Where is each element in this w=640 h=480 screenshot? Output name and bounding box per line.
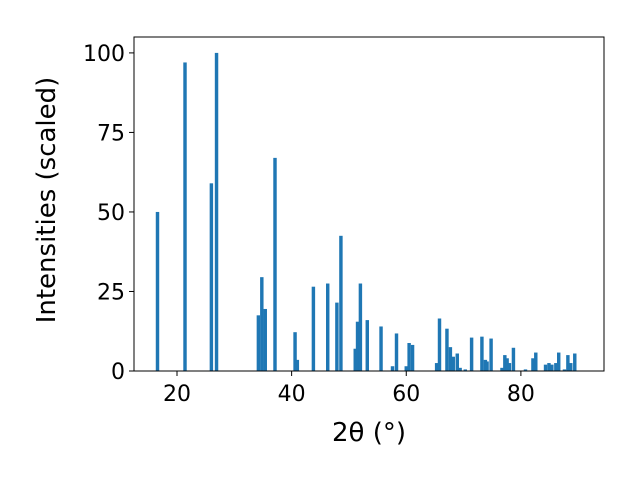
bar [355, 321, 360, 371]
x-ticks: 20 40 60 80 [163, 371, 535, 407]
bar [505, 358, 509, 371]
y-tick-label: 100 [83, 42, 125, 67]
bar [339, 235, 343, 371]
bar [531, 358, 535, 371]
bars-group [155, 52, 577, 372]
bar [547, 363, 551, 371]
x-axis-label: 2θ (°) [332, 418, 406, 448]
bar [311, 286, 316, 371]
plot-frame [133, 36, 605, 372]
bar [256, 315, 261, 371]
bar [295, 359, 300, 371]
y-tick-label: 0 [111, 360, 125, 385]
bar [404, 366, 408, 371]
bar [379, 326, 383, 371]
bar [410, 344, 415, 371]
bar [183, 62, 187, 371]
bar [469, 337, 474, 371]
bar [485, 361, 489, 371]
bar [260, 277, 264, 371]
bar [445, 328, 449, 371]
bar [507, 363, 512, 371]
bar [458, 367, 462, 371]
bar [273, 157, 277, 371]
bar [451, 356, 455, 371]
bar [554, 363, 558, 371]
bar [155, 211, 160, 371]
bar [353, 348, 357, 371]
bar [358, 283, 363, 371]
bar [365, 320, 369, 371]
bar [534, 352, 538, 371]
y-tick-label: 50 [97, 201, 125, 226]
x-tick-label: 40 [278, 382, 306, 407]
bar [566, 355, 570, 371]
bar [557, 352, 561, 371]
bar [455, 353, 459, 371]
bar [503, 355, 507, 371]
bar [500, 367, 504, 371]
bar [326, 283, 330, 371]
y-ticks: 0 25 50 75 100 [83, 42, 134, 385]
bar [214, 52, 219, 372]
bar [562, 369, 567, 371]
y-axis-label: Intensities (scaled) [32, 77, 62, 324]
x-tick-label: 20 [163, 382, 191, 407]
bar [489, 338, 493, 371]
bar [448, 347, 453, 371]
x-tick-label: 80 [507, 382, 535, 407]
y-tick-label: 75 [97, 121, 125, 146]
bar [407, 343, 411, 371]
bar [511, 347, 516, 371]
bar [209, 183, 214, 371]
bar [550, 364, 554, 371]
bar [480, 336, 484, 371]
bar [573, 353, 577, 371]
bar [263, 308, 267, 371]
bar [434, 363, 439, 371]
y-tick-label: 25 [97, 280, 125, 305]
bar [390, 366, 395, 371]
bar [569, 363, 573, 371]
bar [463, 369, 468, 371]
bar [543, 364, 548, 371]
x-tick-label: 60 [392, 382, 420, 407]
bar [523, 369, 528, 371]
bar [437, 318, 442, 371]
bar [394, 333, 399, 371]
bar [335, 302, 339, 371]
bar [293, 332, 297, 371]
